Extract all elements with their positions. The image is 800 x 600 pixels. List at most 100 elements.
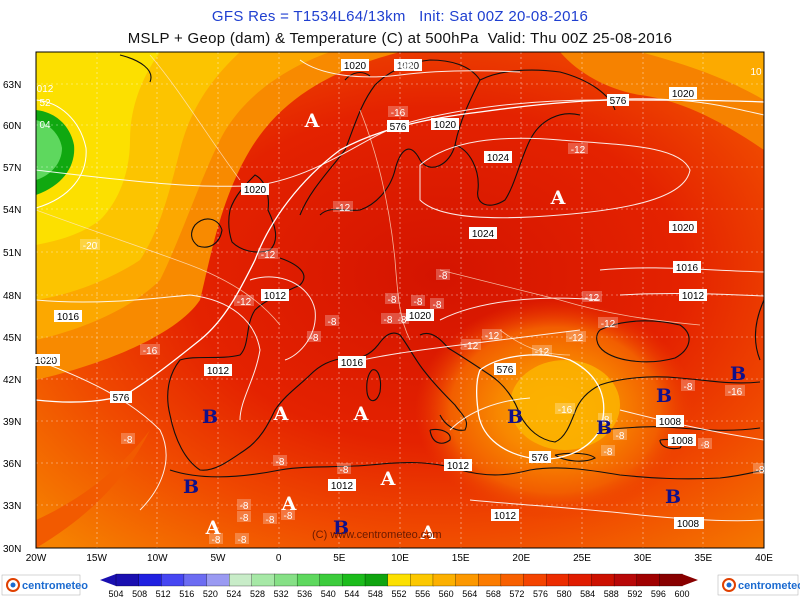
colorbar-swatch <box>591 573 615 587</box>
low-pressure-marker: B <box>656 385 672 407</box>
temp-label-box <box>681 380 695 391</box>
temp-label-box <box>333 201 353 212</box>
temp-label: -8 <box>388 295 397 306</box>
temp-label: -8 <box>684 382 693 393</box>
temp-label-box <box>568 143 588 154</box>
temp-label: -16 <box>391 108 406 119</box>
logo-globe-icon <box>722 578 736 592</box>
lat-label: 42N <box>3 375 21 386</box>
isobar-label: 576 <box>532 453 549 464</box>
isobar-label: 1008 <box>659 417 682 428</box>
isobar-label-box <box>673 261 701 273</box>
colorbar-swatch <box>364 573 389 587</box>
lon-label: 20E <box>512 553 530 564</box>
temp-label-box <box>430 298 444 309</box>
high-pressure-marker: A <box>550 187 566 209</box>
edge-label: 52 <box>39 98 51 109</box>
temp-label: -8 <box>310 333 319 344</box>
isobar-label: 1020 <box>434 120 457 131</box>
temp-label: -8 <box>240 501 249 512</box>
temp-label: -12 <box>464 341 479 352</box>
edge-label: 012 <box>37 84 54 95</box>
isobar-label: 1016 <box>676 263 699 274</box>
temp-label-box <box>613 429 627 440</box>
colorbar-label: 592 <box>627 589 642 599</box>
title-line-2: MSLP + Geop (dam) & Temperature (C) at 5… <box>127 30 673 47</box>
colorbar-label: 536 <box>297 589 312 599</box>
temp-label: -12 <box>601 319 616 330</box>
colorbar-label: 548 <box>368 589 383 599</box>
low-pressure-marker: B <box>507 406 523 428</box>
edge-labels: 012 52 04 10 020 <box>37 67 762 364</box>
isobar-label-box <box>674 517 702 529</box>
colorbar-label: 572 <box>509 589 524 599</box>
high-pressure-marker: A <box>205 517 221 539</box>
temp-label-box <box>381 313 395 324</box>
isobar-label: 1012 <box>331 481 354 492</box>
temp-label: -8 <box>124 435 133 446</box>
colorbar-label: 596 <box>651 589 666 599</box>
temp-label-box <box>601 445 615 456</box>
isobar-label-box <box>431 118 459 130</box>
isobar-label-box <box>32 354 60 366</box>
temp-label: -8 <box>276 457 285 468</box>
lon-label: 10W <box>147 553 168 564</box>
temp-label: -12 <box>585 293 600 304</box>
colorbar-swatch <box>342 573 366 587</box>
temp-label-box <box>325 315 339 326</box>
temp-label: -12 <box>535 347 550 358</box>
temp-label-box <box>307 331 321 342</box>
lat-label: 39N <box>3 417 21 428</box>
temp-label: -16 <box>143 346 158 357</box>
logo-right: centrometeo <box>717 574 800 596</box>
colorbar-swatch <box>115 573 140 587</box>
colorbar-arrow-left <box>100 574 116 586</box>
isobar-label: 576 <box>390 122 407 133</box>
lat-label: 30N <box>3 544 21 555</box>
isobar-label: 1012 <box>447 461 470 472</box>
colorbar-label: 540 <box>321 589 336 599</box>
temp-label-box <box>461 339 481 350</box>
temp-label-box <box>598 317 618 328</box>
high-pressure-marker: A <box>353 403 369 425</box>
temp-label: -8 <box>701 440 710 451</box>
colorbar-swatch <box>636 573 661 587</box>
title-line-1: GFS Res = T1534L64/13km Init: Sat 00Z 20… <box>211 8 589 25</box>
lon-label: 5W <box>211 553 227 564</box>
isobar-labels: 1020 1020 1020 1020 1020 1020 1020 1024 1024 1016… <box>32 59 707 530</box>
lat-label: 60N <box>3 121 21 132</box>
temp-label-box <box>598 413 612 424</box>
isobar-label: 1016 <box>341 358 364 369</box>
lat-label: 63N <box>3 80 21 91</box>
isobar-label: 1020 <box>35 356 58 367</box>
temp-label: -20 <box>398 61 413 72</box>
temp-label-box <box>140 344 160 355</box>
colorbar-swatch <box>500 573 525 587</box>
temp-label: -8 <box>238 535 247 546</box>
colorbar-label: 516 <box>179 589 194 599</box>
lon-label: 15W <box>86 553 107 564</box>
temp-label: -8 <box>328 317 337 328</box>
colorbar-label: 508 <box>132 589 147 599</box>
temp-label-box <box>411 295 425 306</box>
temp-label: -12 <box>261 250 276 261</box>
isobar-label: 576 <box>113 393 130 404</box>
temp-label: -12 <box>336 203 351 214</box>
colorbar-label: 564 <box>462 589 477 599</box>
isobar-label-box <box>529 451 551 463</box>
isobar-label-box <box>491 509 519 521</box>
temp-label-box <box>337 463 351 474</box>
colorbar-label: 504 <box>108 589 123 599</box>
temp-label: -12 <box>485 331 500 342</box>
isobar-label-box <box>394 59 422 71</box>
isobar-label: 1016 <box>57 312 80 323</box>
temp-label: -8 <box>604 447 613 458</box>
temp-label-box <box>395 313 409 324</box>
lon-label: 30E <box>634 553 652 564</box>
isobar-label: 1020 <box>344 61 367 72</box>
temp-label-box <box>566 331 586 342</box>
colorbar-label: 520 <box>203 589 218 599</box>
colorbar-label: 584 <box>580 589 595 599</box>
